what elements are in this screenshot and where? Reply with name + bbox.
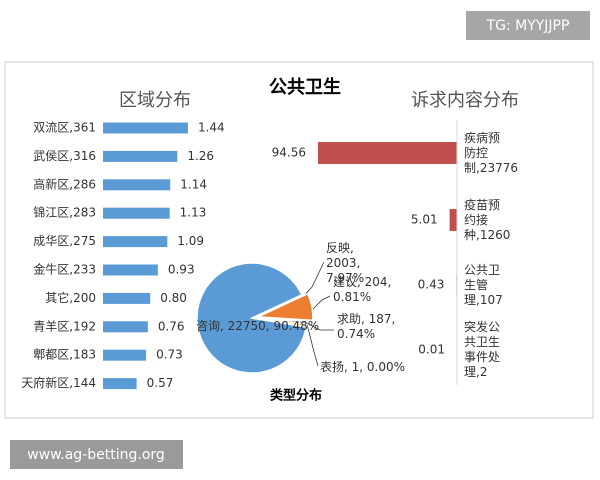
- value-label: 5.01: [411, 213, 438, 227]
- slice-label: 求助, 187, 0.74%: [337, 312, 396, 341]
- value-label: 1.26: [187, 149, 214, 163]
- category-label: 其它,200: [45, 290, 96, 305]
- footer-box: [10, 440, 183, 469]
- category-label: 金牛区,233: [33, 262, 96, 277]
- category-label: 成华区,275: [33, 234, 96, 248]
- chart-title: 类型分布: [270, 388, 322, 404]
- value-label: 0.01: [418, 343, 445, 357]
- footer-url: www.ag-betting.org: [27, 447, 165, 463]
- category-label: 武侯区,316: [33, 149, 96, 163]
- category-label: 公共卫生管理,107: [464, 262, 503, 307]
- value-label: 0.93: [168, 263, 195, 277]
- bar: [103, 236, 168, 248]
- slice-label: 建议, 204, 0.81%: [333, 275, 392, 304]
- leader-line: [305, 319, 319, 367]
- leader-lines: [299, 261, 334, 367]
- category-label: 双流区,361: [33, 121, 96, 135]
- bar: [103, 292, 151, 304]
- category-label: 疫苗预约接种,1260: [464, 197, 511, 242]
- bar: [103, 122, 188, 134]
- chart-title: 区域分布: [119, 90, 191, 111]
- watermark: TG: MYYJJPP: [486, 18, 570, 34]
- chart-title: 诉求内容分布: [411, 90, 519, 111]
- bar: [103, 378, 137, 390]
- bar: [317, 142, 457, 164]
- bar: [449, 209, 457, 231]
- main-title: 公共卫生: [269, 76, 341, 98]
- category-label: 郫都区,183: [33, 347, 96, 362]
- slice-label: 表扬, 1, 0.00%: [320, 360, 406, 374]
- watermark-box: [466, 11, 590, 40]
- bar: [103, 264, 158, 276]
- value-label: 1.09: [177, 234, 204, 248]
- bar: [103, 150, 178, 162]
- value-label: 1.44: [198, 121, 225, 135]
- value-label: 0.43: [418, 278, 445, 292]
- category-label: 天府新区,144: [21, 375, 96, 390]
- category-label: 疾病预防控制,23776: [464, 130, 518, 175]
- bar: [103, 321, 148, 333]
- slice-label: 反映, 2003, 7.97%: [326, 241, 365, 285]
- value-label: 0.57: [147, 376, 174, 390]
- leader-line: [304, 321, 334, 331]
- category-label: 青羊区,192: [33, 318, 96, 333]
- pie-slice: [196, 262, 308, 374]
- pie-slice: [257, 292, 314, 322]
- bar: [103, 349, 147, 361]
- value-label: 1.14: [180, 177, 207, 191]
- value-label: 1.13: [180, 206, 207, 220]
- value-label: 0.73: [156, 348, 183, 362]
- value-label: 0.80: [160, 291, 187, 305]
- value-label: 94.56: [272, 146, 306, 160]
- category-label: 突发公共卫生事件处理,2: [464, 320, 501, 379]
- slice-label: 咨询, 22750, 90.48%: [196, 319, 320, 333]
- bar: [103, 179, 171, 191]
- value-label: 0.76: [158, 319, 185, 333]
- bar: [103, 207, 170, 219]
- category-label: 锦江区,283: [33, 206, 96, 220]
- pie-slice: [251, 317, 308, 328]
- category-label: 高新区,286: [33, 176, 96, 191]
